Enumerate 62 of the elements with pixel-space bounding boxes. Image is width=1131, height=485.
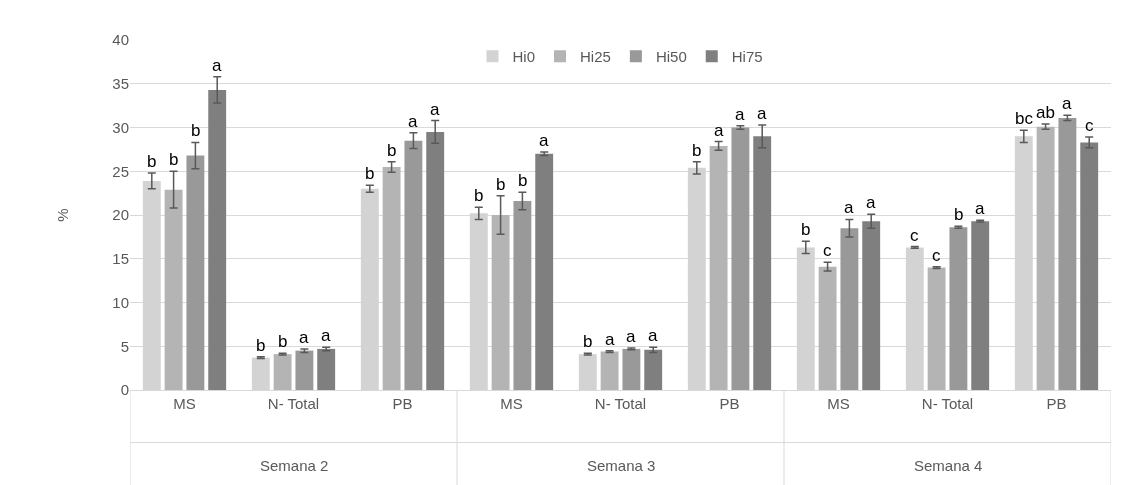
x-tick-label: MS <box>827 395 850 412</box>
data-label: a <box>757 104 767 123</box>
y-tick-label: 20 <box>112 206 129 224</box>
data-label: a <box>626 327 636 346</box>
x-tick-label: MS <box>173 395 196 412</box>
y-tick-label: 35 <box>112 75 129 92</box>
y-axis-title: % <box>53 208 71 222</box>
y-tick-label: 40 <box>112 31 129 49</box>
x-tick-label: PB <box>1046 395 1067 412</box>
data-label: a <box>714 121 724 140</box>
data-label: b <box>801 220 811 239</box>
data-label: b <box>256 336 266 355</box>
x-tick-label: PB <box>392 395 413 412</box>
y-tick-label: 25 <box>112 162 129 180</box>
y-tick-label: 0 <box>120 381 129 399</box>
data-label: bc <box>1015 109 1034 128</box>
y-tick-label: 5 <box>120 337 129 355</box>
y-tick-label: 10 <box>112 293 129 311</box>
data-label: c <box>932 246 941 265</box>
x-tick-label: N- Total <box>267 395 320 412</box>
data-label: c <box>823 241 832 260</box>
x-tick-label: PB <box>719 395 740 412</box>
data-label: a <box>975 199 985 218</box>
data-label: b <box>169 150 179 169</box>
data-label: b <box>474 186 484 205</box>
legend-label: Hi25 <box>580 48 611 66</box>
text: Semana 4 <box>914 457 983 474</box>
data-label: b <box>387 141 397 160</box>
data-label: a <box>1062 94 1072 113</box>
x-tick-label: N- Total <box>594 395 647 412</box>
data-label: b <box>518 171 528 190</box>
data-label: a <box>430 100 440 119</box>
data-label: ab <box>1036 103 1055 122</box>
data-label: c <box>910 226 919 245</box>
data-label: a <box>648 326 658 345</box>
data-label: a <box>212 56 222 75</box>
legend-label: Hi50 <box>655 48 687 66</box>
data-label: b <box>583 332 593 351</box>
data-label: a <box>299 328 309 347</box>
data-label: a <box>539 131 549 150</box>
text: Semana 3 <box>587 457 656 474</box>
data-label: a <box>321 326 331 345</box>
data-label: a <box>605 330 615 349</box>
data-label: b <box>278 332 288 351</box>
data-label: c <box>1085 116 1094 135</box>
data-label: b <box>365 164 375 183</box>
data-label: b <box>954 205 964 224</box>
legend-label: Hi75 <box>731 48 763 66</box>
data-label: a <box>735 105 745 124</box>
legend-label: Hi0 <box>512 48 536 66</box>
data-label: a <box>866 193 876 212</box>
data-label: a <box>408 112 418 131</box>
data-label: b <box>496 175 506 194</box>
y-tick-label: 30 <box>112 118 129 136</box>
x-tick-label: MS <box>500 395 523 412</box>
data-label: a <box>844 198 854 217</box>
text: Semana 2 <box>260 457 329 474</box>
data-label: b <box>692 141 702 160</box>
x-tick-label: N- Total <box>921 395 974 412</box>
y-tick-label: 15 <box>112 250 129 267</box>
data-label: b <box>147 152 157 171</box>
data-label: b <box>191 121 201 140</box>
